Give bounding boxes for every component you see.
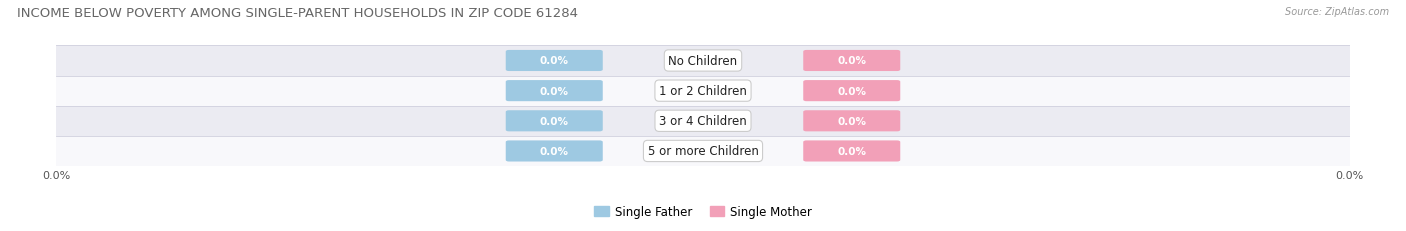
FancyBboxPatch shape (506, 141, 603, 162)
FancyBboxPatch shape (506, 51, 603, 72)
Text: 0.0%: 0.0% (540, 146, 569, 156)
Text: 0.0%: 0.0% (837, 56, 866, 66)
FancyBboxPatch shape (803, 81, 900, 102)
Text: 0.0%: 0.0% (837, 146, 866, 156)
Text: 5 or more Children: 5 or more Children (648, 145, 758, 158)
Text: 0.0%: 0.0% (837, 86, 866, 96)
FancyBboxPatch shape (506, 81, 603, 102)
Text: 0.0%: 0.0% (540, 56, 569, 66)
Text: 1 or 2 Children: 1 or 2 Children (659, 85, 747, 98)
Text: INCOME BELOW POVERTY AMONG SINGLE-PARENT HOUSEHOLDS IN ZIP CODE 61284: INCOME BELOW POVERTY AMONG SINGLE-PARENT… (17, 7, 578, 20)
Text: 0.0%: 0.0% (837, 116, 866, 126)
Text: 0.0%: 0.0% (540, 116, 569, 126)
FancyBboxPatch shape (803, 111, 900, 132)
FancyBboxPatch shape (506, 111, 603, 132)
Text: 0.0%: 0.0% (540, 86, 569, 96)
Bar (56, 106, 1350, 136)
Legend: Single Father, Single Mother: Single Father, Single Mother (589, 201, 817, 223)
Bar (56, 46, 1350, 76)
FancyBboxPatch shape (803, 141, 900, 162)
Text: 3 or 4 Children: 3 or 4 Children (659, 115, 747, 128)
Text: No Children: No Children (668, 55, 738, 68)
Text: Source: ZipAtlas.com: Source: ZipAtlas.com (1285, 7, 1389, 17)
Bar (56, 136, 1350, 166)
Bar (56, 76, 1350, 106)
FancyBboxPatch shape (803, 51, 900, 72)
